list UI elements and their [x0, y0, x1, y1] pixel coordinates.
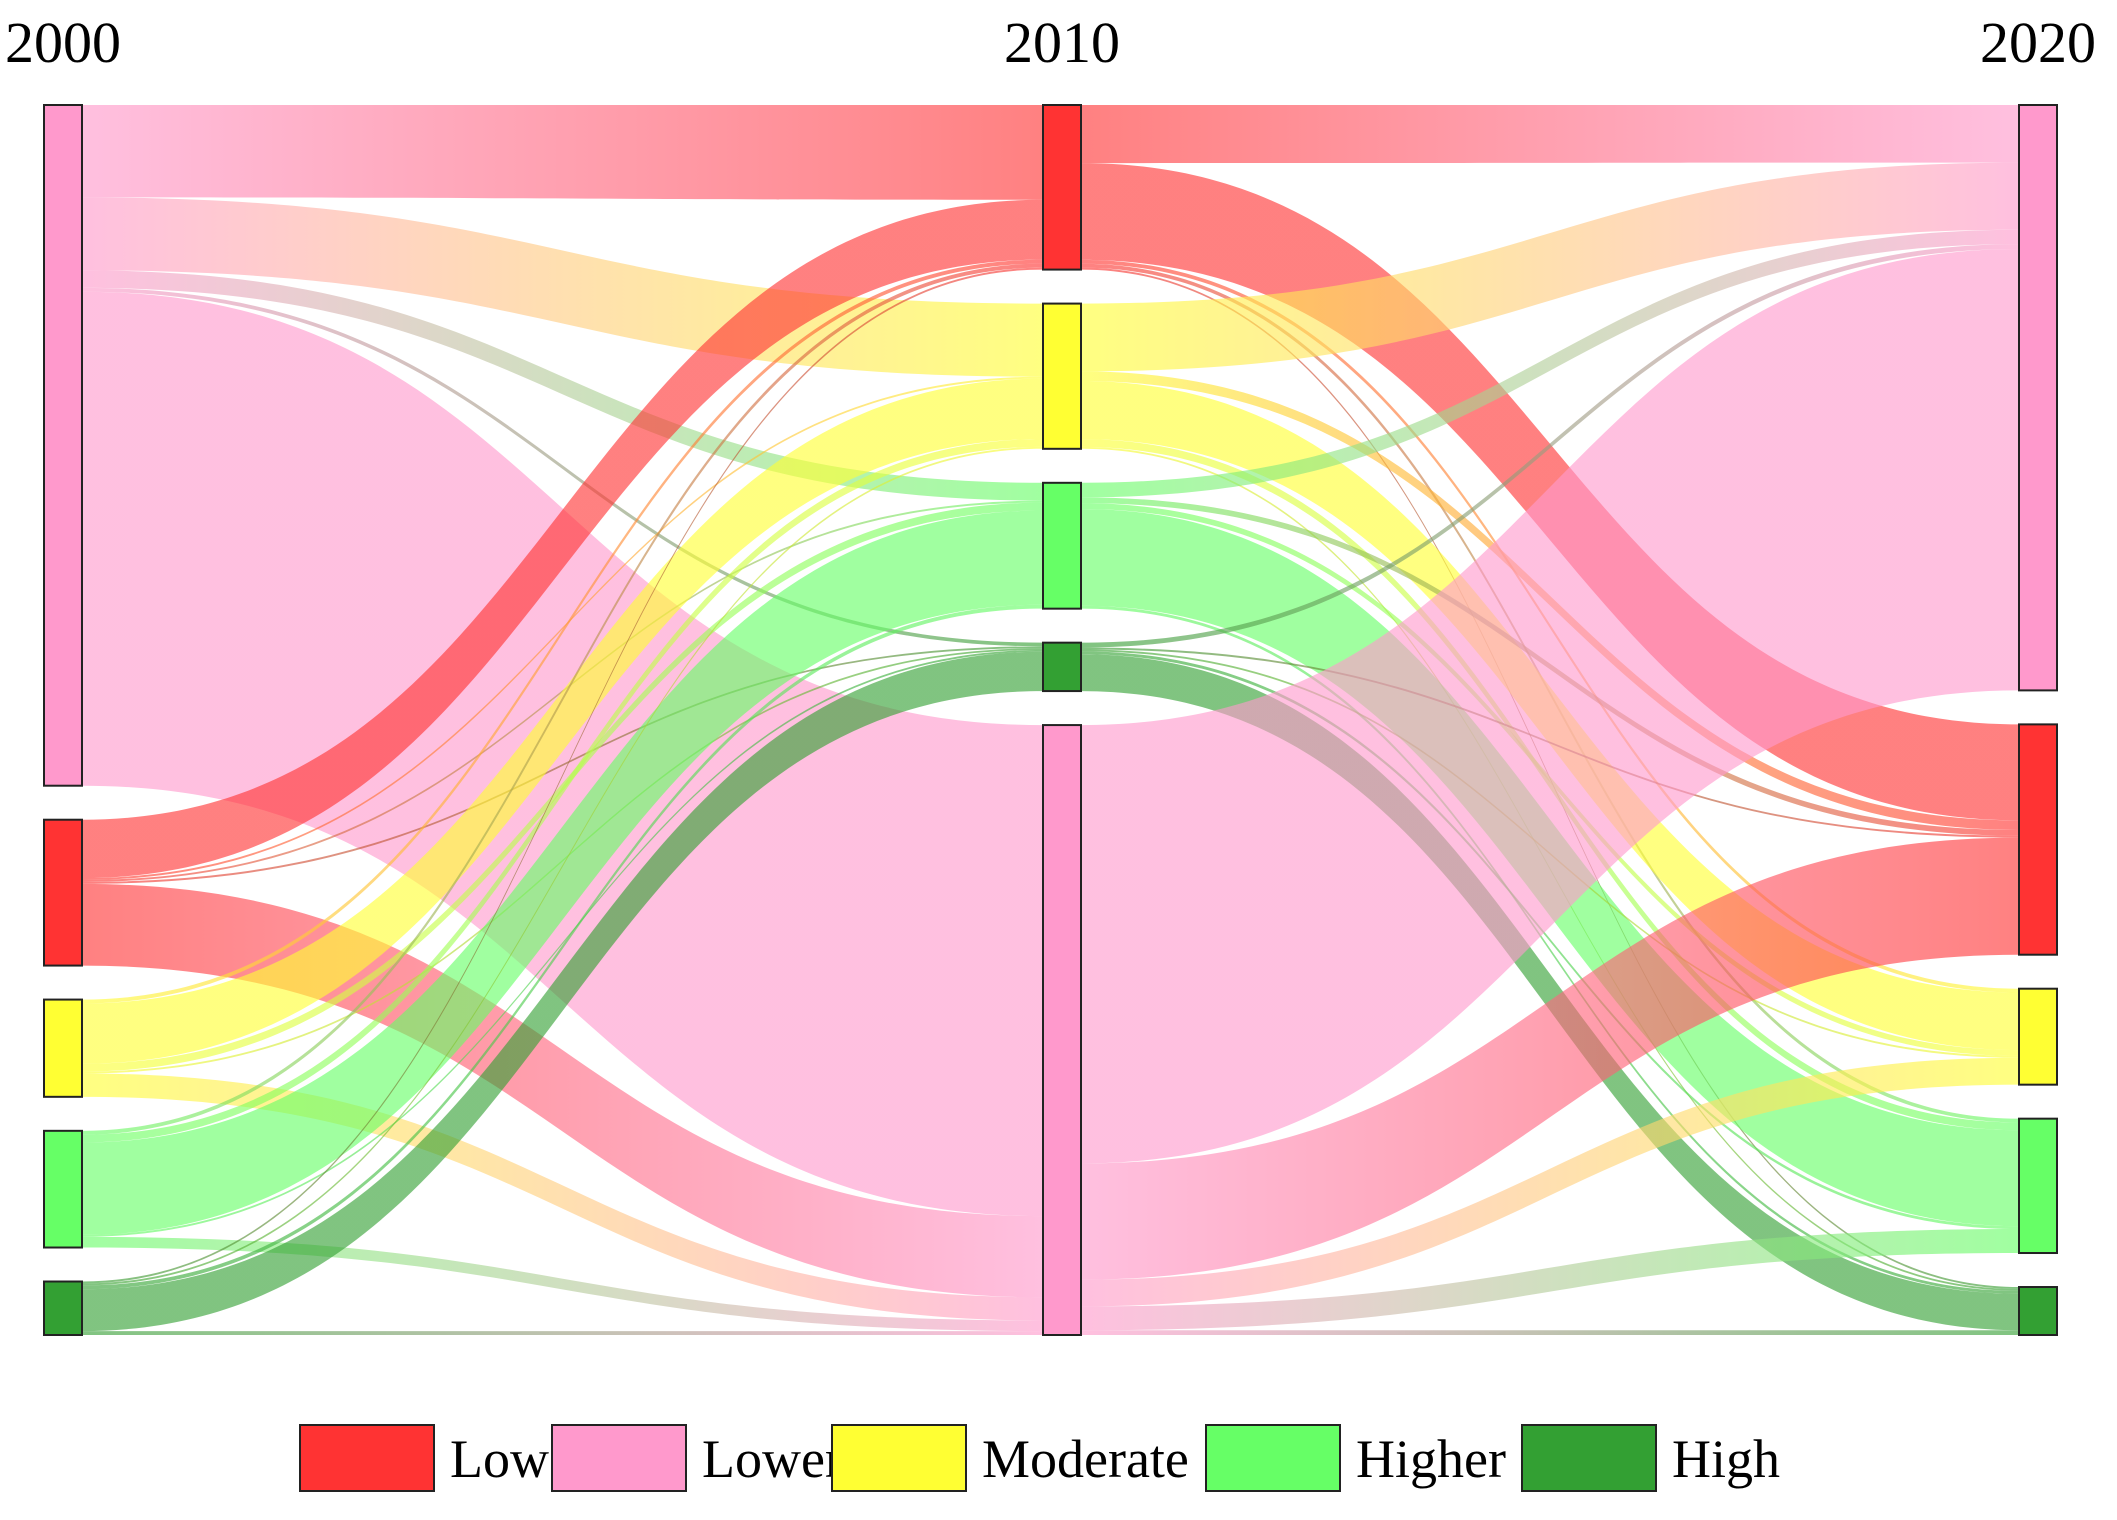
flow-2000-lower-to-2010-lower: [82, 291, 1043, 1217]
legend-label-low: Low: [450, 1429, 549, 1489]
flow-2010-higher-to-2020-lower: [1081, 229, 2019, 498]
flow-2000-higher-to-2010-moderate: [82, 439, 1043, 1143]
node-2000-low: [43, 818, 83, 967]
node-2010-high: [1042, 641, 1082, 693]
legend-swatch-moderate: [831, 1424, 967, 1492]
flow-2000-moderate-to-2010-low: [82, 259, 1043, 1004]
flow-2000-lower-to-2010-low: [82, 105, 1043, 200]
legend-label-higher: Higher: [1356, 1429, 1506, 1489]
legend-label-lower: Lower: [702, 1429, 843, 1489]
flow-2010-high-to-2020-lower: [1081, 244, 2019, 648]
node-2000-moderate: [43, 998, 83, 1098]
node-2020-moderate: [2018, 987, 2058, 1086]
flow-2000-high-to-2010-lower: [82, 1331, 1043, 1335]
legend-swatch-low: [299, 1424, 435, 1492]
links-layer: [82, 105, 2019, 1335]
flow-2010-lower-to-2020-higher: [1081, 1229, 2019, 1331]
flow-2000-lower-to-2010-moderate: [82, 197, 1043, 377]
flow-2010-lower-to-2020-high: [1081, 1330, 2019, 1335]
node-2010-higher: [1042, 481, 1082, 610]
flow-2000-high-to-2010-moderate: [82, 446, 1043, 1286]
flow-2010-higher-to-2020-high: [1081, 605, 2019, 1294]
legend-swatch-higher: [1205, 1424, 1341, 1492]
flow-2000-moderate-to-2010-moderate: [82, 378, 1043, 1064]
stage-label-2010: 2010: [1004, 10, 1120, 75]
flow-2010-lower-to-2020-low: [1081, 837, 2019, 1280]
stage-labels: 2000 2010 2020: [5, 10, 2096, 75]
node-2020-higher: [2018, 1117, 2058, 1255]
flow-2000-higher-to-2010-low: [82, 263, 1043, 1135]
flow-2010-lower-to-2020-moderate: [1081, 1057, 2019, 1307]
flow-2010-lower-to-2020-lower: [1081, 248, 2019, 1164]
node-2000-higher: [43, 1129, 83, 1249]
node-2020-lower: [2018, 104, 2058, 692]
flow-2000-moderate-to-2010-lower: [82, 1073, 1043, 1321]
flow-2010-high-to-2020-higher: [1081, 651, 2019, 1230]
node-2010-moderate: [1042, 302, 1082, 450]
nodes-layer: [43, 104, 2058, 1337]
flow-2000-low-to-2010-moderate: [82, 376, 1043, 881]
flow-2000-higher-to-2010-lower: [82, 1236, 1043, 1332]
node-2010-lower: [1042, 724, 1082, 1336]
stage-label-2000: 2000: [5, 10, 121, 75]
legend: Low Lower Moderate Higher High: [299, 1424, 1780, 1492]
node-2000-high: [43, 1280, 83, 1336]
legend-label-high: High: [1672, 1429, 1780, 1489]
legend-swatch-high: [1521, 1424, 1657, 1492]
node-2020-low: [2018, 723, 2058, 956]
flow-2000-higher-to-2010-higher: [82, 510, 1043, 1235]
flow-2000-lower-to-2010-high: [82, 287, 1043, 647]
flow-2000-high-to-2010-low: [82, 267, 1043, 1284]
stage-label-2020: 2020: [1980, 10, 2096, 75]
flow-2000-high-to-2010-higher: [82, 604, 1043, 1290]
node-2020-high: [2018, 1286, 2058, 1337]
flow-2010-high-to-2020-high: [1081, 654, 2019, 1331]
legend-swatch-lower: [551, 1424, 687, 1492]
flow-2010-moderate-to-2020-lower: [1081, 162, 2019, 372]
legend-label-moderate: Moderate: [982, 1429, 1189, 1489]
node-2000-lower: [43, 104, 83, 787]
flow-2000-lower-to-2010-higher: [82, 270, 1043, 501]
flow-2000-low-to-2010-low: [82, 199, 1043, 879]
flow-2000-higher-to-2010-high: [82, 649, 1043, 1237]
node-2010-low: [1042, 104, 1082, 271]
flow-2010-low-to-2020-lower: [1081, 105, 2019, 164]
flow-2000-high-to-2010-high: [82, 651, 1043, 1332]
flow-2000-low-to-2010-high: [82, 646, 1043, 884]
